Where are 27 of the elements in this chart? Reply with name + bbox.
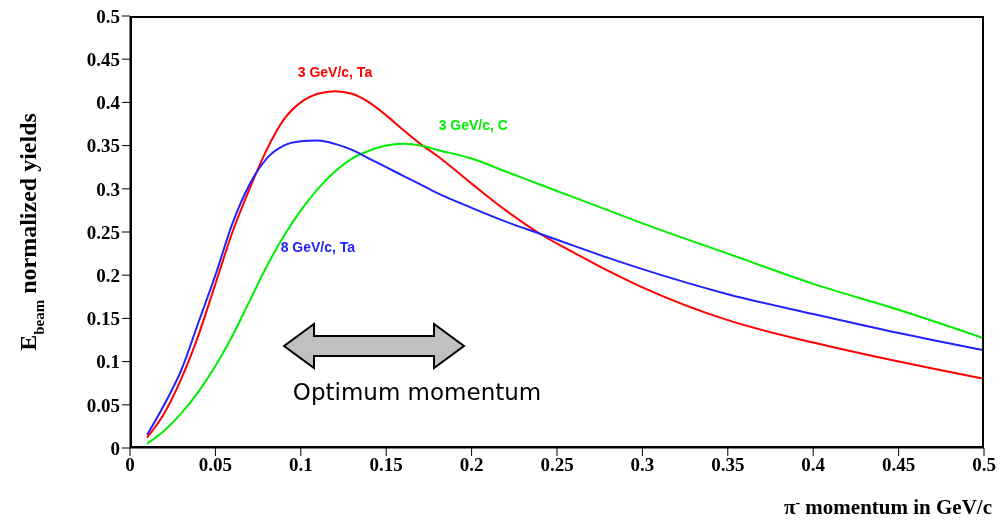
y-tick-label: 0.2: [96, 264, 120, 286]
x-tick-label: 0.4: [801, 454, 826, 476]
x-tick-label: 0.45: [881, 454, 916, 476]
x-tick-label: 0.1: [288, 454, 313, 476]
x-tick-label: 0.35: [711, 454, 745, 476]
series-label: 3 GeV/c, Ta: [297, 64, 373, 81]
x-tick-label: 0.15: [369, 454, 403, 476]
x-tick-label: 0.5: [972, 454, 996, 476]
annotation: Optimum momentum: [292, 378, 542, 405]
y-tick-label: 0.25: [86, 221, 120, 243]
y-tick-label: 0.05: [86, 394, 120, 416]
x-tick-label: 0.3: [630, 454, 655, 476]
y-tick-label: 0.1: [96, 351, 120, 373]
x-tick-label: 0.2: [459, 454, 484, 476]
y-tick-label: 0.4: [96, 92, 121, 114]
x-axis-title: π$^{-}$ momentum in GeV/c: [783, 494, 992, 519]
y-tick-label: 0.15: [86, 308, 120, 330]
x-tick-label: 0.05: [198, 454, 233, 476]
y-tick-label: 0.5: [96, 5, 120, 27]
y-tick-label: 0.35: [86, 135, 120, 157]
y-tick-label: 0.3: [96, 178, 120, 200]
series-label: 3 GeV/c, C: [438, 116, 508, 133]
y-tick-label: 0.45: [86, 48, 120, 70]
y-tick-label: 0: [110, 437, 120, 459]
x-tick-label: 0: [125, 454, 135, 476]
text: 8 GeV/c, Ta: [280, 239, 356, 256]
x-tick-label: 0.25: [540, 454, 574, 476]
